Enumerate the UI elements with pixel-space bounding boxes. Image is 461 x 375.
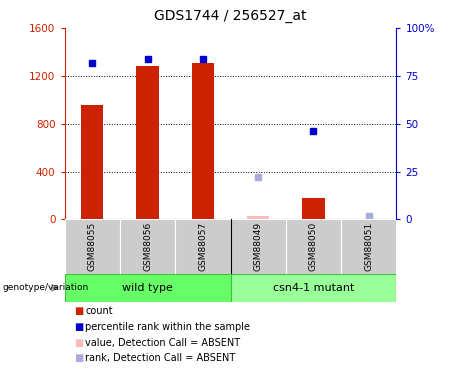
Text: GSM88055: GSM88055: [88, 222, 97, 271]
Bar: [65, 219, 120, 274]
Bar: [81, 105, 103, 219]
Text: ■: ■: [74, 322, 83, 332]
Text: GSM88056: GSM88056: [143, 222, 152, 271]
Text: GSM88051: GSM88051: [364, 222, 373, 271]
Text: GSM88050: GSM88050: [309, 222, 318, 271]
Bar: [230, 219, 286, 274]
Text: value, Detection Call = ABSENT: value, Detection Call = ABSENT: [85, 338, 240, 348]
Bar: [230, 274, 396, 302]
Bar: [302, 198, 325, 219]
Bar: [175, 219, 230, 274]
Text: ■: ■: [74, 354, 83, 363]
Bar: [247, 216, 269, 219]
Text: rank, Detection Call = ABSENT: rank, Detection Call = ABSENT: [85, 354, 236, 363]
Bar: [120, 219, 175, 274]
Bar: [136, 66, 159, 219]
Text: percentile rank within the sample: percentile rank within the sample: [85, 322, 250, 332]
Bar: [65, 274, 230, 302]
Text: ■: ■: [74, 306, 83, 316]
Bar: [192, 63, 214, 219]
Text: wild type: wild type: [122, 283, 173, 293]
Text: ■: ■: [74, 338, 83, 348]
Text: genotype/variation: genotype/variation: [2, 284, 89, 292]
Bar: [286, 219, 341, 274]
Text: GSM88049: GSM88049: [254, 222, 263, 271]
Text: csn4-1 mutant: csn4-1 mutant: [273, 283, 354, 293]
Text: GSM88057: GSM88057: [198, 222, 207, 271]
Bar: [341, 219, 396, 274]
Text: count: count: [85, 306, 113, 316]
Text: GDS1744 / 256527_at: GDS1744 / 256527_at: [154, 9, 307, 23]
